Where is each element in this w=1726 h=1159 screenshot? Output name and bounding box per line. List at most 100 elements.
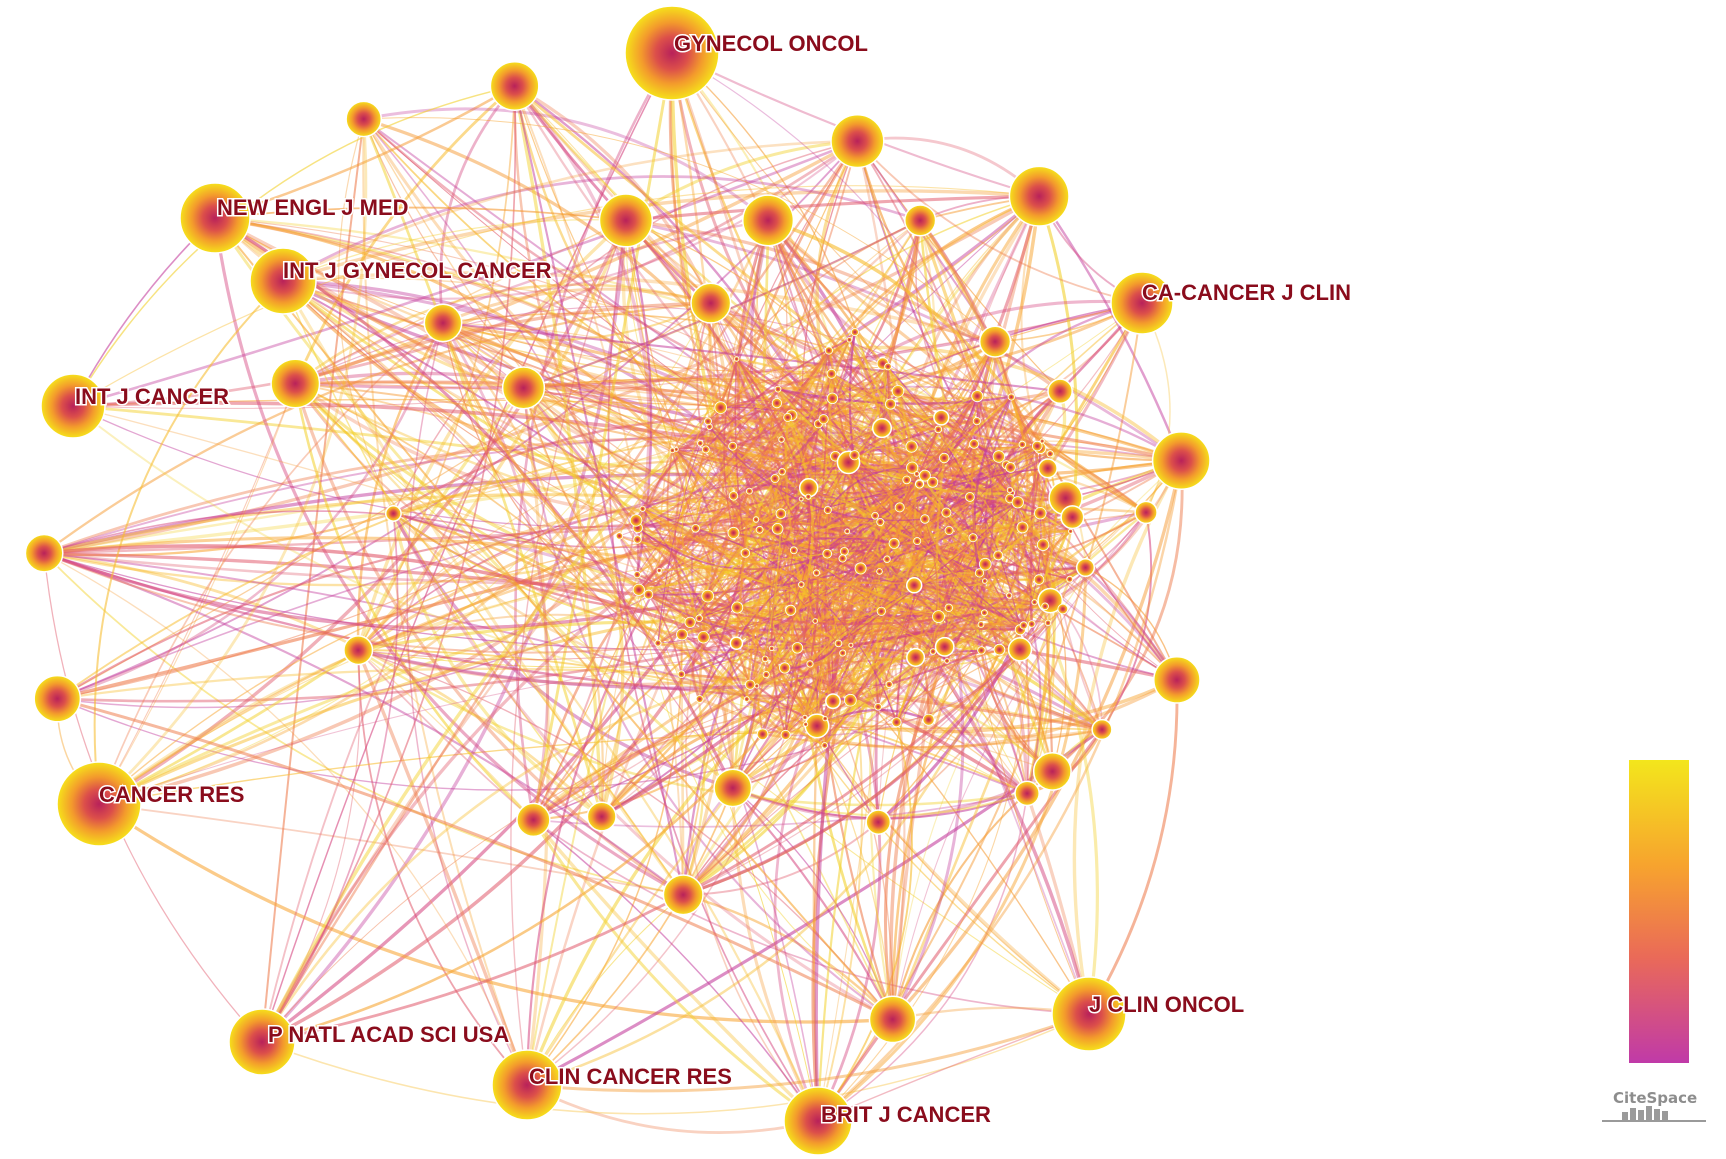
edge xyxy=(214,217,1070,581)
edge xyxy=(391,513,603,818)
edge xyxy=(790,338,851,416)
edge xyxy=(601,528,779,818)
color-bar xyxy=(1629,760,1689,1063)
edge xyxy=(816,607,950,727)
edge xyxy=(681,633,826,747)
edge xyxy=(642,508,915,586)
edge xyxy=(890,401,1041,449)
edge xyxy=(392,416,819,515)
edge xyxy=(823,563,986,746)
edge xyxy=(915,220,975,445)
edge xyxy=(944,564,987,648)
edge xyxy=(923,518,1021,651)
edge xyxy=(43,301,711,555)
edge xyxy=(735,490,751,644)
edge xyxy=(707,421,890,686)
edge xyxy=(680,634,706,896)
edge xyxy=(648,594,948,672)
node xyxy=(1046,450,1054,458)
edge xyxy=(641,372,832,510)
node xyxy=(778,436,785,443)
node xyxy=(586,801,617,832)
edge xyxy=(43,544,1029,795)
node xyxy=(902,475,911,485)
node xyxy=(771,522,784,535)
node xyxy=(904,204,937,237)
edge xyxy=(847,462,1024,627)
edge xyxy=(1026,623,1042,794)
edge xyxy=(786,299,1143,419)
node xyxy=(919,469,931,482)
node xyxy=(783,412,793,422)
edge xyxy=(805,608,1064,725)
edge xyxy=(513,84,713,304)
edge xyxy=(98,302,712,805)
node xyxy=(1005,462,1016,473)
edge xyxy=(681,331,856,635)
edge xyxy=(261,513,399,1043)
edge xyxy=(657,521,881,644)
node xyxy=(1041,602,1049,611)
node xyxy=(780,729,791,740)
node xyxy=(968,533,978,543)
edge xyxy=(918,219,1051,794)
node xyxy=(752,516,760,523)
node xyxy=(868,995,917,1044)
edge xyxy=(261,418,826,1044)
edge xyxy=(777,527,1021,651)
edge xyxy=(856,140,1061,392)
edge xyxy=(703,563,986,638)
node xyxy=(1011,496,1024,509)
node xyxy=(789,546,798,555)
edge xyxy=(853,331,987,565)
node xyxy=(695,695,704,703)
node xyxy=(731,601,744,614)
edge xyxy=(816,642,882,1122)
node xyxy=(746,487,753,495)
edge xyxy=(657,642,806,718)
edge xyxy=(891,607,965,1021)
edge xyxy=(392,140,858,514)
node xyxy=(745,679,756,690)
edge xyxy=(261,387,525,1043)
edge xyxy=(282,219,626,282)
edge xyxy=(733,455,1000,534)
node-label: INT J GYNECOL CANCER xyxy=(283,258,552,283)
edge xyxy=(973,435,1038,448)
edge xyxy=(838,563,986,644)
edge xyxy=(214,216,525,390)
node xyxy=(821,742,828,749)
edge xyxy=(442,322,721,411)
node xyxy=(754,683,760,689)
edge xyxy=(736,358,828,554)
edge xyxy=(706,349,830,597)
edge xyxy=(706,420,747,554)
edge xyxy=(808,487,940,618)
edge xyxy=(777,388,856,456)
node xyxy=(1037,458,1058,479)
node xyxy=(854,562,867,575)
edge xyxy=(637,527,828,571)
edge xyxy=(635,366,889,522)
edge xyxy=(980,624,1053,772)
edge xyxy=(43,431,1182,555)
edge xyxy=(214,217,894,1021)
node xyxy=(850,328,859,337)
edge xyxy=(828,345,1183,462)
node xyxy=(803,721,809,727)
node xyxy=(830,113,885,169)
edge xyxy=(708,426,925,522)
edge xyxy=(638,568,946,648)
node xyxy=(865,809,892,835)
node xyxy=(844,693,857,707)
edge xyxy=(282,139,858,283)
edge xyxy=(732,439,1011,491)
node xyxy=(1153,656,1201,704)
edge xyxy=(746,698,807,726)
node xyxy=(802,714,808,721)
node xyxy=(729,636,744,651)
edge xyxy=(625,219,830,351)
node xyxy=(1066,575,1074,583)
edge xyxy=(860,537,974,570)
